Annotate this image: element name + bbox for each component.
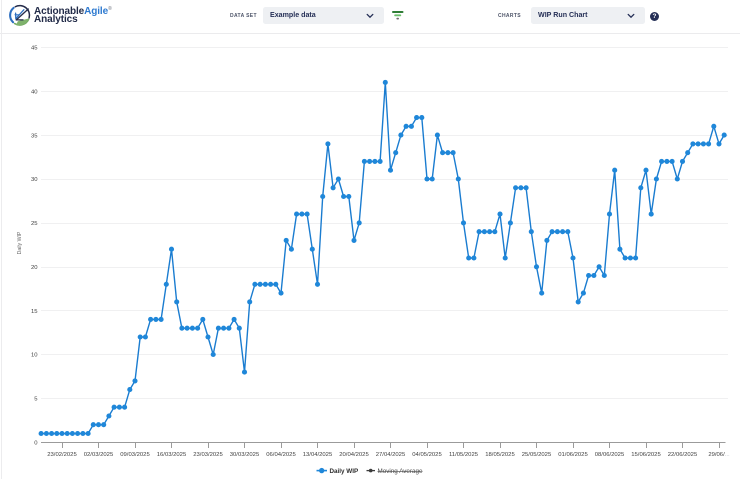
svg-text:35: 35 [31, 133, 38, 139]
svg-text:45: 45 [31, 46, 38, 52]
svg-text:04/05/2025: 04/05/2025 [412, 452, 442, 458]
svg-text:15: 15 [31, 309, 38, 315]
svg-text:30: 30 [31, 177, 38, 183]
svg-text:13/04/2025: 13/04/2025 [303, 452, 333, 458]
svg-text:11/05/2025: 11/05/2025 [449, 452, 479, 458]
svg-text:10: 10 [31, 353, 38, 359]
svg-text:0: 0 [34, 441, 38, 447]
svg-text:Moving Average: Moving Average [378, 468, 424, 475]
svg-text:23/02/2025: 23/02/2025 [47, 452, 77, 458]
svg-text:29/06/...: 29/06/... [708, 452, 730, 458]
svg-text:Daily WIP: Daily WIP [330, 468, 359, 475]
svg-text:Daily WIP: Daily WIP [17, 231, 23, 254]
svg-text:01/06/2025: 01/06/2025 [558, 452, 588, 458]
svg-text:22/06/2025: 22/06/2025 [668, 452, 698, 458]
svg-text:06/04/2025: 06/04/2025 [266, 452, 296, 458]
svg-text:18/05/2025: 18/05/2025 [485, 452, 515, 458]
svg-text:23/03/2025: 23/03/2025 [193, 452, 223, 458]
svg-text:20/04/2025: 20/04/2025 [339, 452, 369, 458]
svg-text:09/03/2025: 09/03/2025 [120, 452, 150, 458]
svg-text:20: 20 [31, 265, 38, 271]
svg-text:5: 5 [34, 397, 38, 403]
svg-text:08/06/2025: 08/06/2025 [595, 452, 625, 458]
svg-text:16/03/2025: 16/03/2025 [157, 452, 187, 458]
svg-text:27/04/2025: 27/04/2025 [376, 452, 406, 458]
svg-text:40: 40 [31, 89, 38, 95]
svg-text:15/06/2025: 15/06/2025 [631, 452, 661, 458]
svg-text:25/05/2025: 25/05/2025 [522, 452, 552, 458]
svg-text:02/03/2025: 02/03/2025 [84, 452, 114, 458]
svg-text:30/03/2025: 30/03/2025 [230, 452, 260, 458]
svg-text:25: 25 [31, 221, 38, 227]
